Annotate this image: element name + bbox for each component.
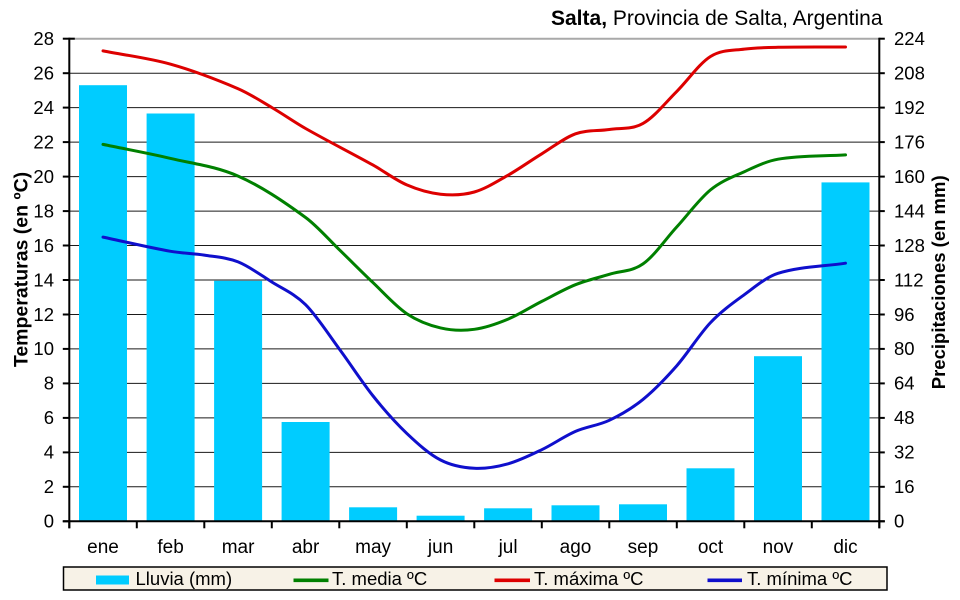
svg-text:128: 128 [894, 235, 925, 256]
svg-text:sep: sep [628, 537, 659, 558]
svg-text:dic: dic [833, 537, 857, 558]
svg-text:oct: oct [698, 537, 724, 558]
svg-text:64: 64 [894, 373, 915, 394]
svg-text:20: 20 [33, 166, 54, 187]
svg-text:0: 0 [894, 511, 904, 532]
svg-text:Salta, Provincia de Salta, Arg: Salta, Provincia de Salta, Argentina [551, 7, 883, 30]
svg-text:T. máxima ºC: T. máxima ºC [534, 568, 644, 589]
svg-text:mar: mar [222, 537, 255, 558]
svg-text:12: 12 [33, 304, 54, 325]
svg-text:2: 2 [44, 476, 54, 497]
svg-text:may: may [355, 537, 391, 558]
svg-text:22: 22 [33, 131, 54, 152]
svg-text:144: 144 [894, 200, 925, 221]
svg-text:80: 80 [894, 338, 915, 359]
svg-text:feb: feb [157, 537, 183, 558]
svg-text:224: 224 [894, 28, 925, 49]
svg-text:T. media ºC: T. media ºC [332, 568, 427, 589]
svg-text:112: 112 [894, 269, 924, 290]
svg-text:16: 16 [33, 235, 54, 256]
svg-text:ene: ene [87, 537, 119, 558]
svg-text:4: 4 [44, 442, 54, 463]
svg-text:18: 18 [33, 200, 54, 221]
svg-text:28: 28 [33, 28, 54, 49]
svg-text:abr: abr [292, 537, 320, 558]
svg-text:ago: ago [560, 537, 592, 558]
svg-text:nov: nov [763, 537, 794, 558]
svg-text:96: 96 [894, 304, 915, 325]
svg-text:16: 16 [894, 476, 915, 497]
svg-text:192: 192 [894, 97, 925, 118]
svg-text:T. mínima ºC: T. mínima ºC [747, 568, 852, 589]
svg-text:26: 26 [33, 63, 54, 84]
svg-text:Temperaturas (en ºC): Temperaturas (en ºC) [10, 172, 32, 367]
svg-text:Precipitaciones (en mm): Precipitaciones (en mm) [928, 175, 949, 389]
svg-text:Lluvia (mm): Lluvia (mm) [136, 568, 233, 589]
svg-text:jun: jun [427, 537, 453, 558]
svg-text:8: 8 [44, 373, 54, 394]
svg-text:jul: jul [498, 537, 518, 558]
svg-text:160: 160 [894, 166, 925, 187]
svg-text:10: 10 [33, 338, 54, 359]
svg-text:176: 176 [894, 131, 925, 152]
svg-text:24: 24 [33, 97, 54, 118]
svg-text:48: 48 [894, 407, 915, 428]
svg-text:6: 6 [44, 407, 54, 428]
svg-text:14: 14 [33, 269, 54, 290]
svg-text:208: 208 [894, 63, 925, 84]
svg-text:0: 0 [44, 511, 54, 532]
svg-text:32: 32 [894, 442, 915, 463]
